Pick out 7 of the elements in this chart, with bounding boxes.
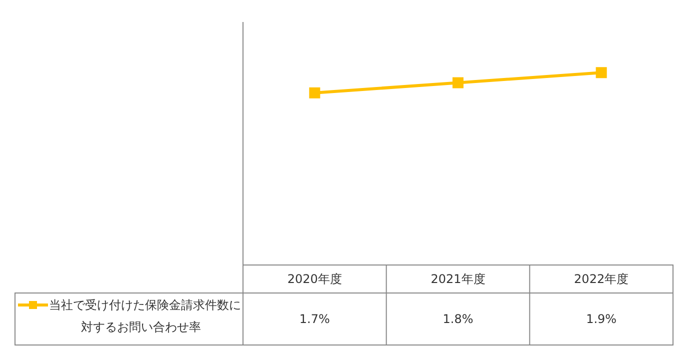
data-label: 1.8% [442, 312, 474, 326]
x-tick-label: 2020年度 [287, 272, 342, 286]
x-tick-label: 2021年度 [430, 272, 486, 286]
data-label: 1.7% [299, 312, 330, 326]
data-label: 1.9% [586, 312, 617, 326]
x-tick-label: 2022年度 [574, 272, 629, 286]
legend-label: 当社で受け付けた保険金請求件数に対するお問い合わせ率 [49, 298, 241, 334]
